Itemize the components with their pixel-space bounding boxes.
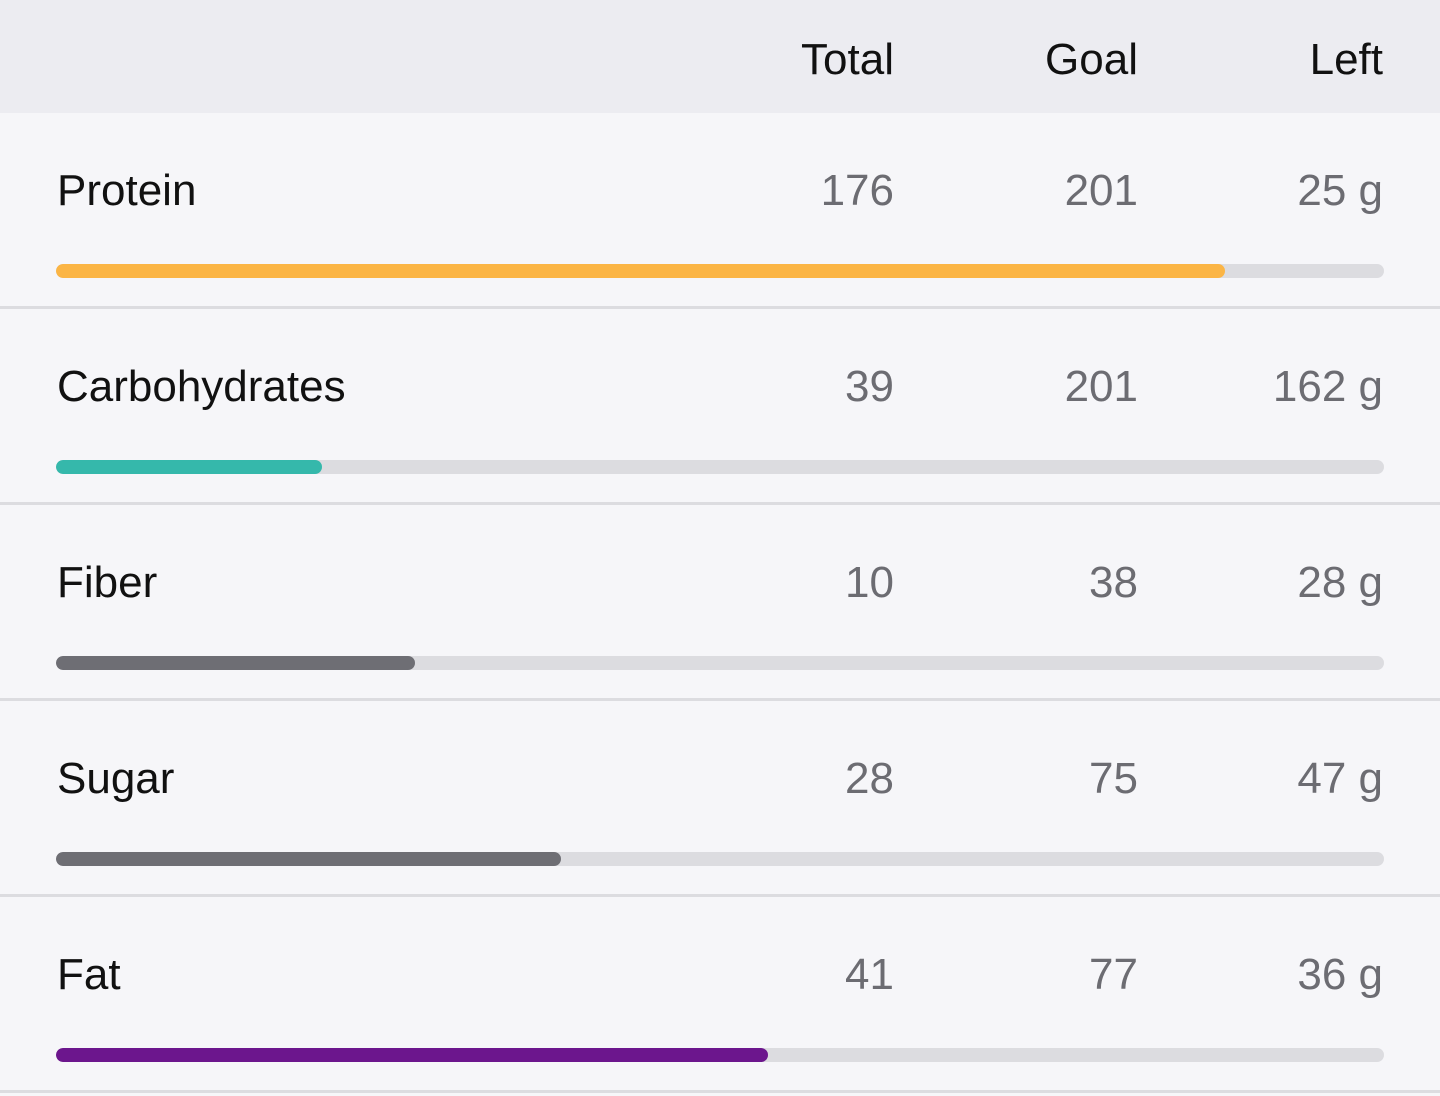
nutrient-left: 25 g [1297, 166, 1383, 215]
nutrient-left: 28 g [1297, 558, 1383, 607]
nutrient-name: Fiber [57, 558, 158, 607]
nutrient-goal: 201 [1064, 362, 1138, 411]
nutrient-goal: 201 [1064, 166, 1138, 215]
nutrient-total: 39 [845, 362, 894, 411]
progress-track [56, 460, 1384, 474]
nutrient-left: 36 g [1297, 950, 1383, 999]
progress-track [56, 1048, 1384, 1062]
progress-track [56, 852, 1384, 866]
nutrient-total: 176 [820, 166, 894, 215]
row-divider [0, 502, 1440, 505]
nutrient-name: Carbohydrates [57, 362, 346, 411]
nutrient-name: Sugar [57, 754, 175, 803]
nutrient-row-carbohydrates[interactable]: Carbohydrates 39 201 162 g [0, 309, 1440, 505]
row-divider [0, 698, 1440, 701]
column-header-left: Left [1309, 35, 1383, 84]
column-header-goal: Goal [1045, 35, 1138, 84]
nutrient-row-fiber[interactable]: Fiber 10 38 28 g [0, 505, 1440, 701]
progress-fill [56, 852, 561, 866]
nutrient-name: Fat [57, 950, 121, 999]
nutrient-goal: 75 [1089, 754, 1138, 803]
nutrient-left: 162 g [1272, 362, 1383, 411]
progress-fill [56, 1048, 768, 1062]
progress-fill [56, 460, 322, 474]
progress-track [56, 264, 1384, 278]
row-divider [0, 894, 1440, 897]
table-header: Total Goal Left [0, 0, 1440, 113]
nutrient-total: 41 [845, 950, 894, 999]
nutrient-row-protein[interactable]: Protein 176 201 25 g [0, 113, 1440, 309]
nutrient-goal: 77 [1089, 950, 1138, 999]
nutrient-total: 10 [845, 558, 894, 607]
progress-track [56, 656, 1384, 670]
progress-fill [56, 656, 415, 670]
row-divider [0, 306, 1440, 309]
nutrient-total: 28 [845, 754, 894, 803]
progress-fill [56, 264, 1225, 278]
nutrient-name: Protein [57, 166, 197, 215]
nutrient-row-sugar[interactable]: Sugar 28 75 47 g [0, 701, 1440, 897]
row-divider [0, 1090, 1440, 1093]
nutrient-left: 47 g [1297, 754, 1383, 803]
nutrient-row-fat[interactable]: Fat 41 77 36 g [0, 897, 1440, 1093]
column-header-total: Total [801, 35, 894, 84]
nutrient-goal: 38 [1089, 558, 1138, 607]
